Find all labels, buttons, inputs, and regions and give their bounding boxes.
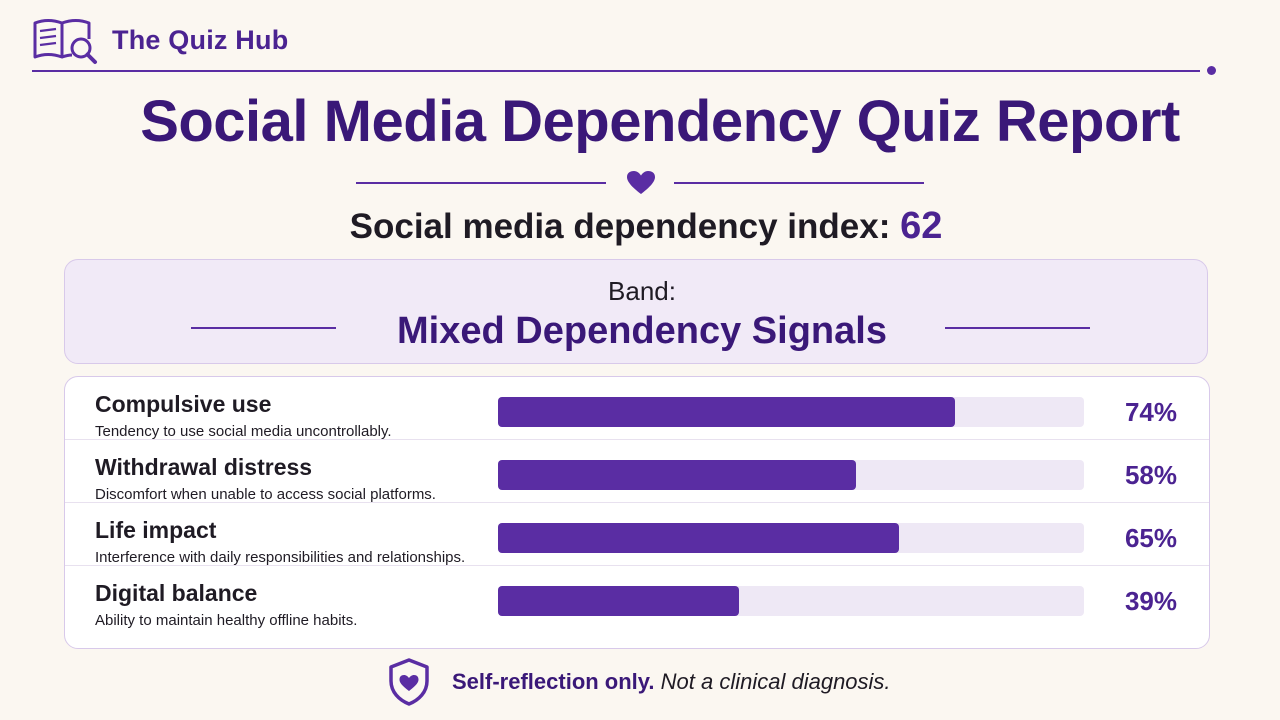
disclaimer-strong: Self-reflection only. xyxy=(452,669,655,694)
shield-heart-icon xyxy=(386,657,432,707)
header-divider xyxy=(32,70,1200,72)
book-search-icon xyxy=(32,15,98,65)
metric-row: Life impact Interference with daily resp… xyxy=(65,502,1209,566)
metric-name: Withdrawal distress xyxy=(95,454,313,480)
metric-row: Digital balance Ability to maintain heal… xyxy=(65,565,1209,629)
disclaimer-text: Self-reflection only. Not a clinical dia… xyxy=(452,669,891,695)
band-label: Band: xyxy=(608,276,676,306)
metric-description: Interference with daily responsibilities… xyxy=(95,549,466,566)
metric-bar-fill xyxy=(498,586,739,616)
heart-icon xyxy=(626,170,656,196)
metric-name: Life impact xyxy=(95,517,217,543)
index-value: 62 xyxy=(900,205,943,247)
band-rule-left xyxy=(191,327,336,329)
dependency-index: Social media dependency index: 62 xyxy=(0,205,1280,248)
metric-bar-track xyxy=(498,523,1084,553)
disclaimer-note: Not a clinical diagnosis. xyxy=(660,669,891,694)
divider-line-right xyxy=(674,182,924,184)
brand-name: The Quiz Hub xyxy=(112,24,289,55)
metric-percent: 39% xyxy=(1124,586,1177,616)
metric-bar-track xyxy=(498,460,1084,490)
header: The Quiz Hub xyxy=(32,14,288,66)
metric-row: Withdrawal distress Discomfort when unab… xyxy=(65,439,1209,503)
metric-percent: 74% xyxy=(1124,397,1177,427)
band-card: Band: Mixed Dependency Signals xyxy=(64,259,1208,364)
metric-bar-fill xyxy=(498,523,900,553)
metric-percent: 58% xyxy=(1124,460,1177,490)
title-divider xyxy=(356,170,924,196)
band-value: Mixed Dependency Signals xyxy=(397,310,887,352)
metric-description: Discomfort when unable to access social … xyxy=(95,486,436,503)
index-label: Social media dependency index: xyxy=(349,207,891,246)
metric-bar-fill xyxy=(498,397,955,427)
metric-name: Digital balance xyxy=(95,580,258,606)
metric-bar-track xyxy=(498,397,1084,427)
metrics-card: Compulsive use Tendency to use social me… xyxy=(64,376,1210,649)
page-title: Social Media Dependency Quiz Report xyxy=(140,89,1180,154)
metric-bar-fill xyxy=(498,460,856,490)
metric-percent: 65% xyxy=(1124,523,1177,553)
band-rule-right xyxy=(945,327,1090,329)
metric-description: Tendency to use social media uncontrolla… xyxy=(95,423,392,440)
metric-name: Compulsive use xyxy=(95,391,272,417)
metric-row: Compulsive use Tendency to use social me… xyxy=(65,377,1209,440)
metric-description: Ability to maintain healthy offline habi… xyxy=(95,612,358,629)
divider-line-left xyxy=(356,182,606,184)
metric-bar-track xyxy=(498,586,1084,616)
disclaimer: Self-reflection only. Not a clinical dia… xyxy=(386,656,891,708)
header-divider-dot xyxy=(1207,66,1216,75)
